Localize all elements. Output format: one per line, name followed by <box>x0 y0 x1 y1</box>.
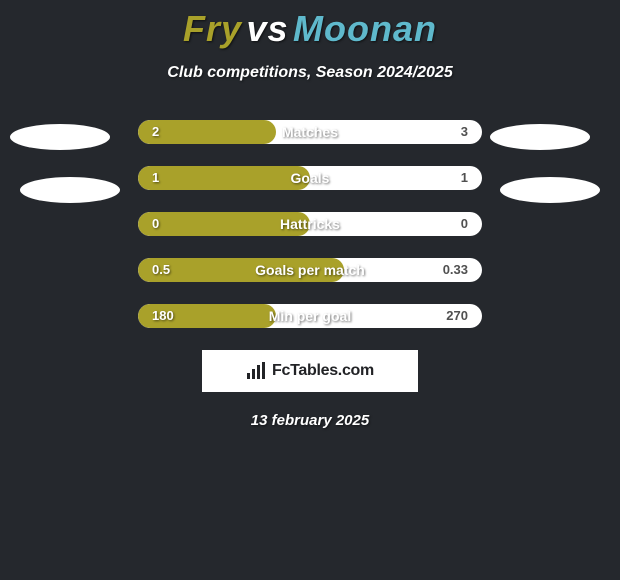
stat-value-right: 0 <box>461 212 468 236</box>
stat-bar: 180Min per goal270 <box>138 304 482 328</box>
attribution-badge: FcTables.com <box>202 350 418 392</box>
stat-label: Hattricks <box>138 212 482 236</box>
stat-value-right: 0.33 <box>443 258 468 282</box>
title-player-left: Fry <box>183 8 242 49</box>
stat-label: Goals per match <box>138 258 482 282</box>
stat-bar: 2Matches3 <box>138 120 482 144</box>
subtitle: Club competitions, Season 2024/2025 <box>0 64 620 82</box>
decorative-ellipse <box>20 177 120 203</box>
stat-value-right: 270 <box>446 304 468 328</box>
stat-value-right: 3 <box>461 120 468 144</box>
page-title: Fry vs Moonan <box>0 0 620 50</box>
decorative-ellipse <box>490 124 590 150</box>
stat-bar: 0.5Goals per match0.33 <box>138 258 482 282</box>
title-player-right: Moonan <box>293 8 437 49</box>
stat-label: Matches <box>138 120 482 144</box>
stat-bar: 0Hattricks0 <box>138 212 482 236</box>
stat-bar: 1Goals1 <box>138 166 482 190</box>
attribution-text: FcTables.com <box>272 362 374 380</box>
snapshot-date: 13 february 2025 <box>0 412 620 429</box>
chart-bars-icon <box>246 362 268 380</box>
title-vs: vs <box>247 8 289 49</box>
comparison-chart: 2Matches3 1Goals1 0Hattricks0 0.5Goals per … <box>138 120 482 328</box>
decorative-ellipse <box>10 124 110 150</box>
stat-label: Min per goal <box>138 304 482 328</box>
decorative-ellipse <box>500 177 600 203</box>
stat-label: Goals <box>138 166 482 190</box>
stat-value-right: 1 <box>461 166 468 190</box>
